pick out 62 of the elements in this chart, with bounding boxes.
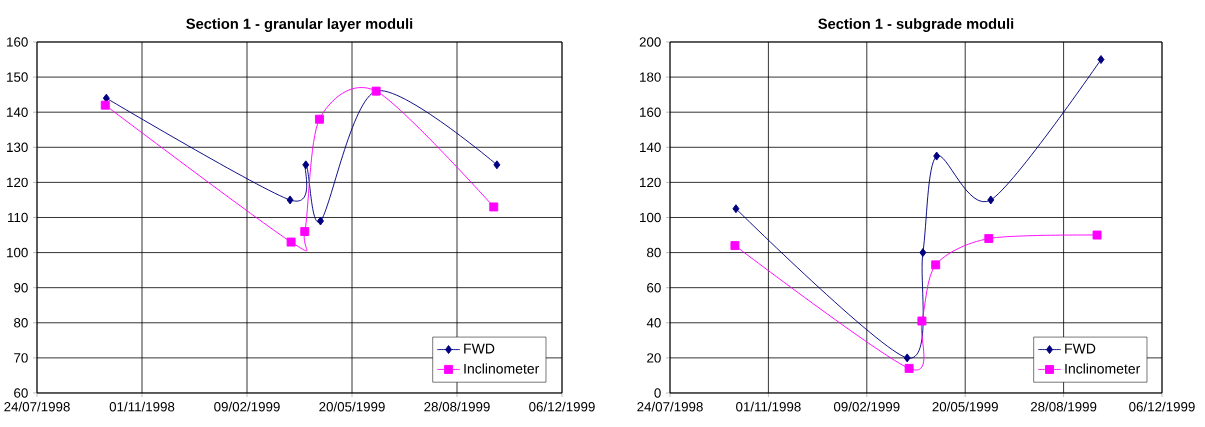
point	[730, 241, 740, 251]
point	[102, 93, 110, 103]
y-tick-label: 200	[639, 37, 661, 47]
y-tick-label: 140	[7, 107, 28, 117]
y-tick-label: 120	[7, 177, 28, 188]
x-tick-label: 28/08/1999	[424, 401, 490, 412]
x-tick-label: 09/02/1999	[833, 401, 900, 412]
x-tick-label: 06/12/1999	[1129, 401, 1195, 412]
y-tick-label: 40	[646, 318, 661, 328]
y-tick-label: 100	[7, 247, 28, 258]
chart-title: Section 1 - granular layer moduli	[186, 18, 413, 32]
point	[933, 151, 941, 161]
legend-label: FWD	[1065, 343, 1096, 354]
y-tick-label: 70	[14, 353, 28, 363]
y-tick-label: 160	[7, 37, 28, 47]
chart-title: Section 1 - subgrade moduli	[818, 18, 1014, 32]
point	[1092, 230, 1102, 240]
point	[984, 234, 994, 244]
x-tick-label: 20/05/1999	[932, 401, 998, 412]
point	[931, 260, 941, 270]
point	[286, 195, 294, 205]
y-tick-label: 100	[640, 212, 661, 223]
y-tick-label: 160	[640, 107, 661, 117]
legend-label: Inclinometer	[1065, 363, 1141, 374]
y-tick-label: 110	[8, 212, 28, 223]
point	[314, 114, 324, 124]
point	[300, 227, 310, 236]
y-tick-label: 60	[14, 388, 28, 398]
point	[1097, 55, 1105, 65]
y-tick-label: 80	[14, 318, 28, 328]
y-tick-label: 20	[647, 353, 661, 363]
y-tick-label: 150	[7, 72, 28, 82]
y-tick-label: 0	[654, 388, 661, 398]
point	[904, 363, 914, 373]
y-tick-label: 140	[640, 142, 661, 153]
y-tick-label: 130	[7, 142, 28, 152]
point	[100, 100, 110, 110]
point	[489, 202, 499, 212]
legend-label: FWD	[464, 343, 495, 354]
x-tick-label: 24/07/1998	[4, 401, 70, 412]
x-tick-label: 24/07/1998	[637, 401, 703, 412]
point	[987, 195, 995, 205]
y-tick-label: 180	[640, 72, 661, 82]
y-tick-label: 90	[14, 282, 28, 293]
y-tick-label: 60	[647, 282, 661, 293]
point	[302, 160, 310, 170]
point	[917, 316, 927, 326]
x-tick-label: 06/12/1999	[529, 401, 595, 412]
x-tick-label: 01/11/1998	[109, 401, 175, 412]
x-tick-label: 09/02/1999	[214, 401, 280, 412]
legend-label: Inclinometer	[464, 363, 540, 374]
point	[903, 353, 911, 363]
y-tick-label: 120	[640, 177, 661, 188]
x-tick-label: 20/05/1999	[319, 401, 385, 412]
point	[732, 204, 740, 214]
x-tick-label: 28/08/1999	[1030, 401, 1097, 412]
x-tick-label: 01/11/1998	[736, 401, 801, 412]
point	[919, 248, 927, 258]
point	[317, 216, 324, 226]
y-tick-label: 80	[647, 247, 661, 258]
point	[286, 237, 296, 247]
point	[493, 160, 501, 170]
